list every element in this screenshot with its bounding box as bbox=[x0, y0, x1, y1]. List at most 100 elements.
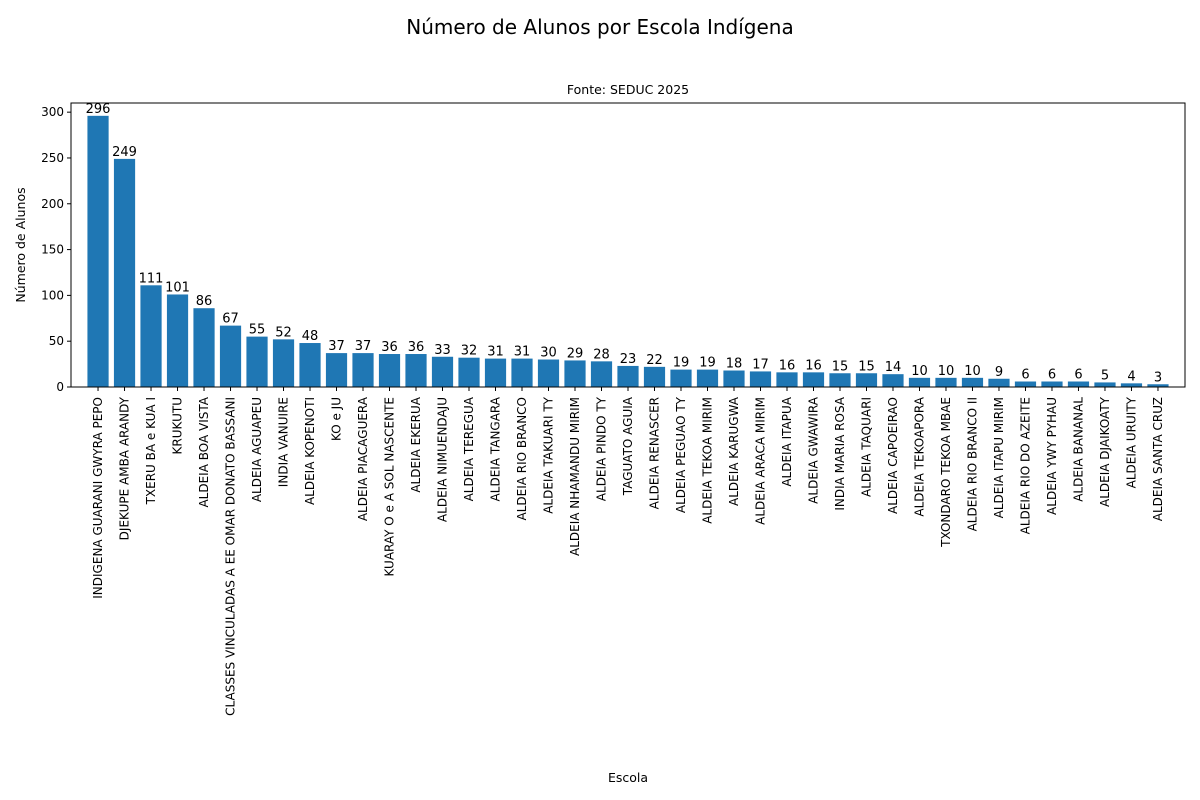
data-label: 6 bbox=[1074, 368, 1082, 383]
x-tick-label: ALDEIA RIO BRANCO II bbox=[965, 397, 979, 531]
x-tick-label: ALDEIA PIACAGUERA bbox=[356, 396, 370, 521]
data-label: 9 bbox=[995, 365, 1003, 380]
bar bbox=[564, 360, 586, 387]
x-tick-label: ALDEIA TAQUARI bbox=[859, 397, 873, 497]
data-label: 19 bbox=[673, 356, 690, 371]
x-tick-label: KUARAY O e A SOL NASCENTE bbox=[383, 397, 397, 577]
data-label: 33 bbox=[434, 343, 451, 358]
x-tick-label: ALDEIA RIO DO AZEITE bbox=[1018, 397, 1032, 534]
x-tick-label: ALDEIA BOA VISTA bbox=[197, 396, 211, 507]
data-label: 37 bbox=[355, 339, 372, 354]
bar bbox=[1041, 381, 1063, 387]
plot-frame bbox=[70, 102, 1186, 388]
data-label: 16 bbox=[779, 358, 796, 373]
bar bbox=[458, 357, 480, 387]
bar bbox=[272, 339, 295, 387]
bar bbox=[431, 356, 454, 387]
x-tick-label: TXONDARO TEKOA MBAE bbox=[939, 397, 953, 548]
bar bbox=[802, 372, 825, 387]
bar bbox=[87, 115, 109, 387]
data-label: 6 bbox=[1048, 368, 1056, 383]
x-tick-label: KO e JU bbox=[330, 397, 344, 441]
x-tick-label: ALDEIA ARACA MIRIM bbox=[753, 397, 767, 525]
x-tick-label: ALDEIA ITAPUA bbox=[780, 396, 794, 486]
x-tick-label: ALDEIA SANTA CRUZ bbox=[1151, 397, 1165, 521]
bar bbox=[193, 308, 215, 387]
bar bbox=[723, 370, 745, 387]
data-label: 10 bbox=[911, 364, 928, 379]
bar bbox=[670, 369, 692, 387]
bar bbox=[1094, 382, 1116, 387]
data-label: 18 bbox=[726, 357, 743, 372]
x-tick-label: TXERU BA e KUA I bbox=[144, 397, 158, 505]
x-tick-label: ALDEIA TEKOA MIRIM bbox=[700, 397, 714, 524]
data-label: 36 bbox=[381, 340, 398, 355]
bar bbox=[855, 373, 878, 387]
y-tick-label: 200 bbox=[41, 197, 64, 211]
data-label: 31 bbox=[514, 345, 531, 360]
bar bbox=[484, 358, 507, 387]
chart-title: Número de Alunos por Escola Indígena bbox=[406, 15, 794, 39]
bar bbox=[113, 158, 136, 387]
bar bbox=[643, 366, 666, 387]
y-tick-label: 0 bbox=[56, 380, 64, 394]
x-tick-label: ALDEIA NIMUENDAJU bbox=[436, 397, 450, 522]
data-label: 3 bbox=[1154, 370, 1162, 385]
x-tick-label: ALDEIA KARUGWA bbox=[727, 396, 741, 506]
x-tick-label: ALDEIA YWY PYHAU bbox=[1045, 397, 1059, 515]
data-label: 28 bbox=[593, 347, 610, 362]
data-label: 101 bbox=[165, 280, 190, 295]
x-tick-label: KRUKUTU bbox=[171, 397, 185, 454]
data-label: 52 bbox=[275, 325, 292, 340]
bar bbox=[961, 377, 984, 387]
bar bbox=[325, 353, 348, 387]
data-label: 15 bbox=[832, 359, 849, 374]
bar bbox=[246, 336, 268, 387]
x-tick-label: ALDEIA RENASCER bbox=[647, 397, 661, 509]
x-tick-label: ALDEIA PINDO TY bbox=[595, 396, 609, 501]
bar bbox=[935, 377, 957, 387]
data-label: 22 bbox=[646, 353, 663, 368]
bar bbox=[511, 358, 533, 387]
y-tick-label: 100 bbox=[41, 288, 64, 302]
x-tick-label: ALDEIA PEGUAO TY bbox=[674, 396, 688, 513]
data-label: 5 bbox=[1101, 368, 1109, 383]
data-label: 31 bbox=[487, 345, 504, 360]
data-label: 15 bbox=[858, 359, 875, 374]
x-tick-label: ALDEIA CAPOEIRAO bbox=[886, 397, 900, 514]
data-label: 111 bbox=[139, 271, 164, 286]
bar bbox=[988, 378, 1010, 387]
x-tick-label: ALDEIA TAKUARI TY bbox=[542, 396, 556, 513]
bar bbox=[219, 325, 242, 387]
data-label: 19 bbox=[699, 356, 716, 371]
bars-layer bbox=[87, 115, 1169, 387]
data-label: 4 bbox=[1127, 369, 1135, 384]
data-label: 23 bbox=[620, 352, 637, 367]
x-axis: INDIGENA GUARANI GWYRA PEPO DJEKUPE AMBA … bbox=[91, 387, 1165, 716]
x-tick-label: ALDEIA URUITY bbox=[1124, 396, 1138, 488]
data-label: 37 bbox=[328, 339, 345, 354]
x-tick-label: ALDEIA BANANAL bbox=[1071, 397, 1085, 502]
bar bbox=[166, 294, 189, 387]
bar bbox=[882, 374, 904, 387]
bar bbox=[140, 285, 162, 387]
data-label: 296 bbox=[86, 102, 111, 117]
x-tick-label: ALDEIA TEREGUA bbox=[462, 396, 476, 501]
bar bbox=[829, 373, 851, 387]
bar bbox=[1147, 384, 1169, 387]
x-tick-label: ALDEIA GWAWIRA bbox=[806, 396, 820, 504]
data-label: 48 bbox=[302, 329, 319, 344]
bar bbox=[299, 343, 321, 387]
y-axis-label: Número de Alunos bbox=[13, 187, 28, 302]
x-axis-label: Escola bbox=[608, 770, 648, 785]
x-tick-label: ALDEIA KOPENOTI bbox=[303, 397, 317, 505]
bar bbox=[1120, 383, 1143, 387]
data-label: 6 bbox=[1021, 368, 1029, 383]
x-tick-label: TAGUATO AGUIA bbox=[621, 396, 635, 496]
bar bbox=[352, 353, 374, 387]
data-label: 16 bbox=[805, 358, 822, 373]
data-label: 55 bbox=[249, 323, 266, 338]
y-tick-label: 250 bbox=[41, 151, 64, 165]
bar bbox=[405, 354, 427, 387]
